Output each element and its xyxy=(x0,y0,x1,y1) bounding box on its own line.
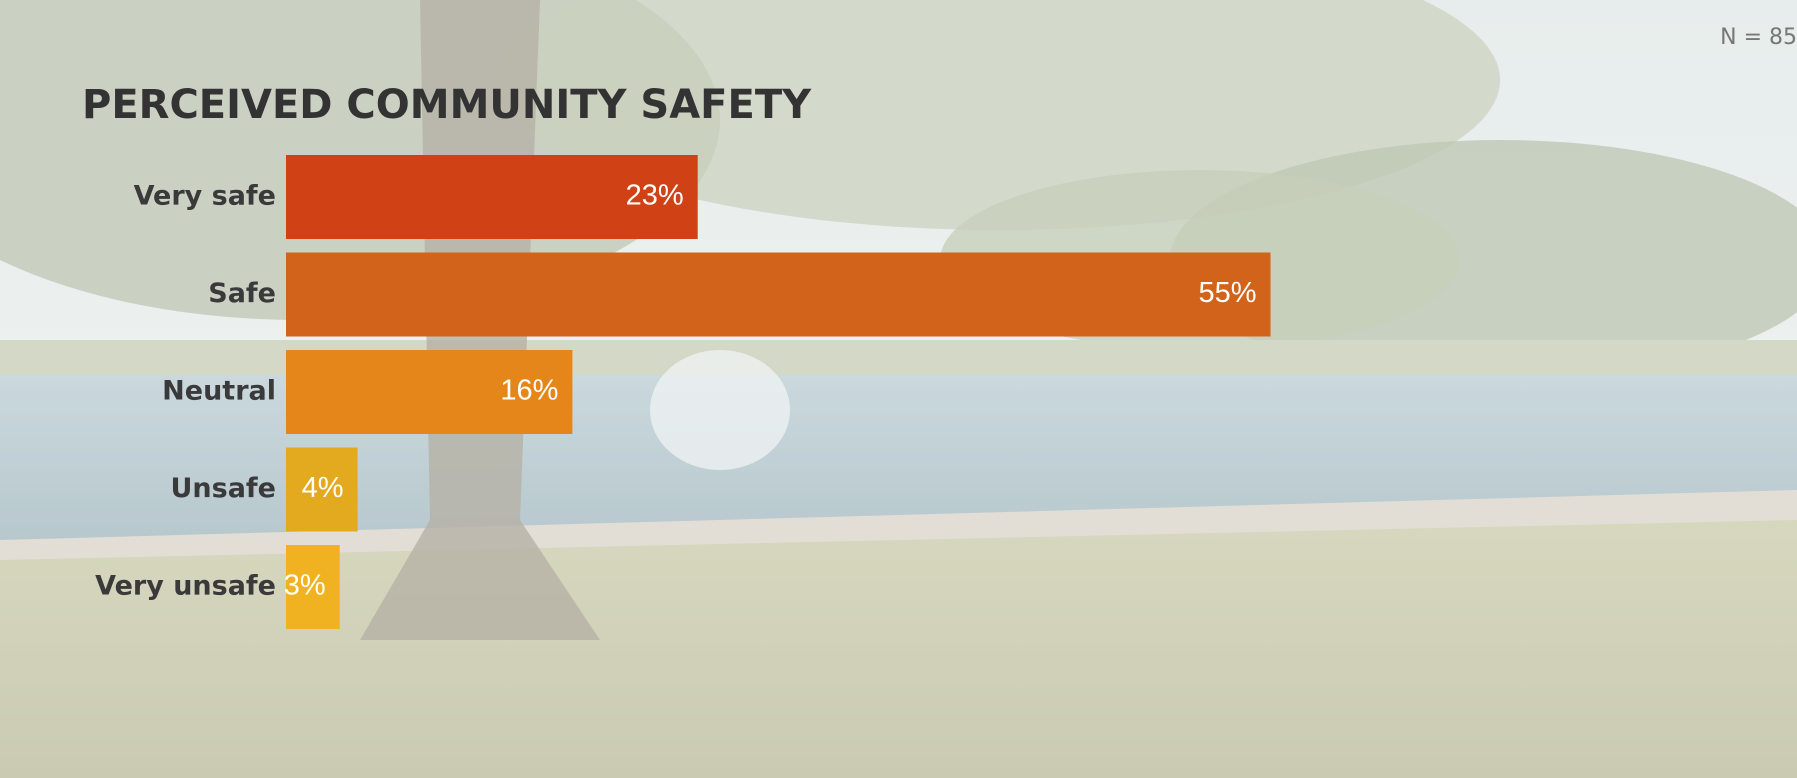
bar xyxy=(286,155,698,239)
value-label: 3% xyxy=(284,570,326,602)
value-label: 4% xyxy=(302,472,344,504)
chart-title: PERCEIVED COMMUNITY SAFETY xyxy=(82,82,812,128)
bar xyxy=(286,350,573,434)
bar xyxy=(286,252,1271,337)
category-label: Very unsafe xyxy=(95,571,276,602)
sample-size-note: N = 85 xyxy=(1720,25,1797,50)
bar xyxy=(286,545,340,629)
category-label: Neutral xyxy=(162,376,276,407)
value-label: 55% xyxy=(1198,277,1256,309)
category-label: Safe xyxy=(208,278,276,309)
bar xyxy=(286,447,358,532)
value-label: 16% xyxy=(500,375,558,407)
category-label: Unsafe xyxy=(171,473,277,504)
value-label: 23% xyxy=(626,180,684,212)
category-label: Very safe xyxy=(134,181,276,212)
